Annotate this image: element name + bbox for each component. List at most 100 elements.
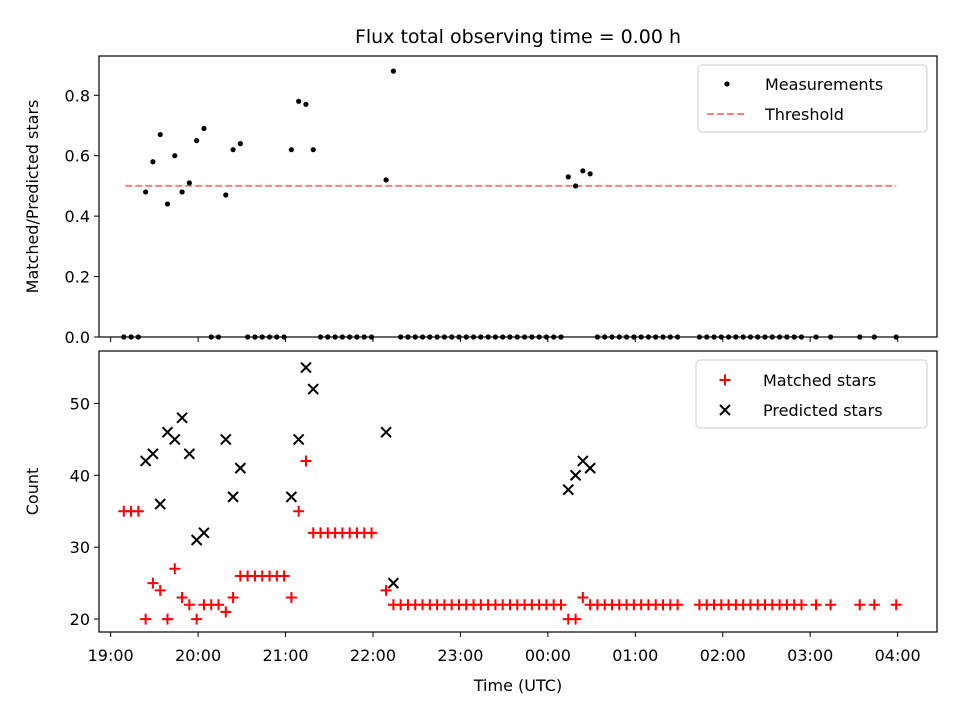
measurement-point — [296, 98, 302, 104]
matched-star-marker — [169, 563, 181, 575]
x-tick-label: 23:00 — [437, 646, 483, 665]
matched-star-marker — [154, 584, 166, 596]
predicted-star-marker — [387, 577, 400, 589]
measurement-point — [580, 168, 586, 174]
predicted-star-marker — [380, 426, 392, 438]
legend-measurements-label: Measurements — [765, 75, 883, 94]
predicted-star-marker — [307, 383, 319, 395]
measurement-point — [194, 138, 200, 144]
predicted-star-marker — [183, 448, 196, 460]
legend-predicted-marker — [719, 404, 731, 416]
matched-star-marker — [278, 570, 290, 582]
y-axis-label: Matched/Predicted stars — [23, 100, 42, 294]
y-tick-label: 40 — [70, 466, 90, 485]
measurement-point — [383, 177, 389, 183]
legend-matched-label: Matched stars — [763, 371, 876, 390]
matched-star-marker — [161, 613, 173, 625]
matched-star-marker — [227, 592, 239, 604]
matched-star-marker — [191, 613, 203, 625]
y-tick-label: 0.0 — [65, 328, 90, 347]
y-tick-label: 0.6 — [65, 147, 90, 166]
predicted-star-marker — [198, 527, 210, 539]
matched-star-marker — [285, 592, 297, 604]
legend-predicted-label: Predicted stars — [763, 401, 883, 420]
x-tick-label: 04:00 — [875, 646, 921, 665]
legend-threshold-label: Threshold — [764, 105, 844, 124]
legend: Matched stars Predicted stars — [695, 359, 928, 429]
predicted-star-marker — [234, 462, 247, 474]
measurement-point — [186, 180, 192, 186]
x-axis-label: Time (UTC) — [473, 676, 562, 695]
matched-star-marker — [795, 599, 807, 611]
x-tick-label: 02:00 — [700, 646, 746, 665]
y-tick-label: 20 — [70, 610, 90, 629]
x-tick-label: 21:00 — [262, 646, 308, 665]
matched-star-marker — [183, 599, 195, 611]
matched-star-marker — [140, 613, 152, 625]
predicted-star-marker — [154, 498, 166, 510]
axes-frame — [98, 55, 938, 338]
measurement-point — [303, 101, 309, 107]
matched-star-marker — [213, 599, 225, 611]
matched-star-marker — [555, 599, 567, 611]
matched-star-marker — [868, 599, 880, 611]
predicted-star-marker — [300, 361, 312, 374]
predicted-star-marker — [227, 491, 239, 503]
series-plus-marks — [118, 455, 902, 625]
matched-star-marker — [577, 592, 589, 604]
x-tick-label: 20:00 — [175, 646, 221, 665]
series-x-marks — [139, 361, 596, 589]
matched-star-marker — [176, 592, 188, 604]
measurement-point — [237, 141, 243, 147]
predicted-star-marker — [569, 469, 582, 482]
legend-box — [695, 359, 928, 429]
legend: Measurements Threshold — [697, 64, 928, 133]
measurement-point — [172, 153, 178, 159]
matched-star-marker — [147, 577, 159, 589]
matched-star-marker — [132, 505, 144, 517]
x-tick-label: 22:00 — [350, 646, 396, 665]
matched-star-marker — [220, 606, 232, 618]
matched-star-marker — [890, 599, 902, 611]
matched-star-marker — [380, 584, 392, 596]
measurement-point — [157, 131, 163, 138]
x-tick-label: 03:00 — [787, 646, 833, 665]
measurement-point — [572, 183, 579, 189]
predicted-star-marker — [584, 462, 596, 474]
legend-measurements-marker — [724, 81, 730, 87]
y-tick-label: 0.2 — [65, 268, 90, 287]
measurement-point — [150, 159, 156, 165]
measurement-point — [288, 147, 294, 153]
measurement-point — [143, 189, 149, 195]
x-tick-label: 19:00 — [88, 646, 134, 665]
matched-star-marker — [810, 599, 822, 611]
matched-star-marker — [570, 613, 582, 625]
legend-matched-marker — [719, 374, 731, 386]
matched-star-marker — [293, 505, 305, 517]
matched-star-marker — [300, 455, 312, 467]
x-tick-label: 01:00 — [612, 646, 658, 665]
measurement-point — [565, 174, 571, 180]
bottom-panel: 20 30 40 50 19:00 20:00 21:00 22:00 23:00 00:00 01… — [23, 350, 938, 695]
measurement-point — [230, 147, 236, 153]
measurement-point — [164, 201, 171, 207]
predicted-star-marker — [292, 433, 305, 446]
measurement-point — [201, 125, 207, 132]
predicted-star-marker — [220, 433, 232, 446]
figure-title: Flux total observing time = 0.00 h — [355, 26, 681, 48]
matched-star-marker — [366, 527, 378, 539]
axes-frame — [98, 350, 938, 633]
predicted-star-marker — [176, 412, 188, 424]
predicted-star-marker — [285, 491, 298, 503]
measurement-point — [390, 68, 396, 74]
matched-star-marker — [854, 599, 866, 611]
measurement-point — [587, 171, 593, 177]
y-tick-label: 50 — [70, 394, 90, 413]
y-tick-label: 30 — [70, 538, 90, 557]
legend-box — [697, 64, 928, 133]
predicted-star-marker — [169, 433, 181, 446]
measurement-point — [223, 192, 229, 198]
measurement-point — [310, 147, 316, 153]
predicted-star-marker — [562, 483, 574, 496]
